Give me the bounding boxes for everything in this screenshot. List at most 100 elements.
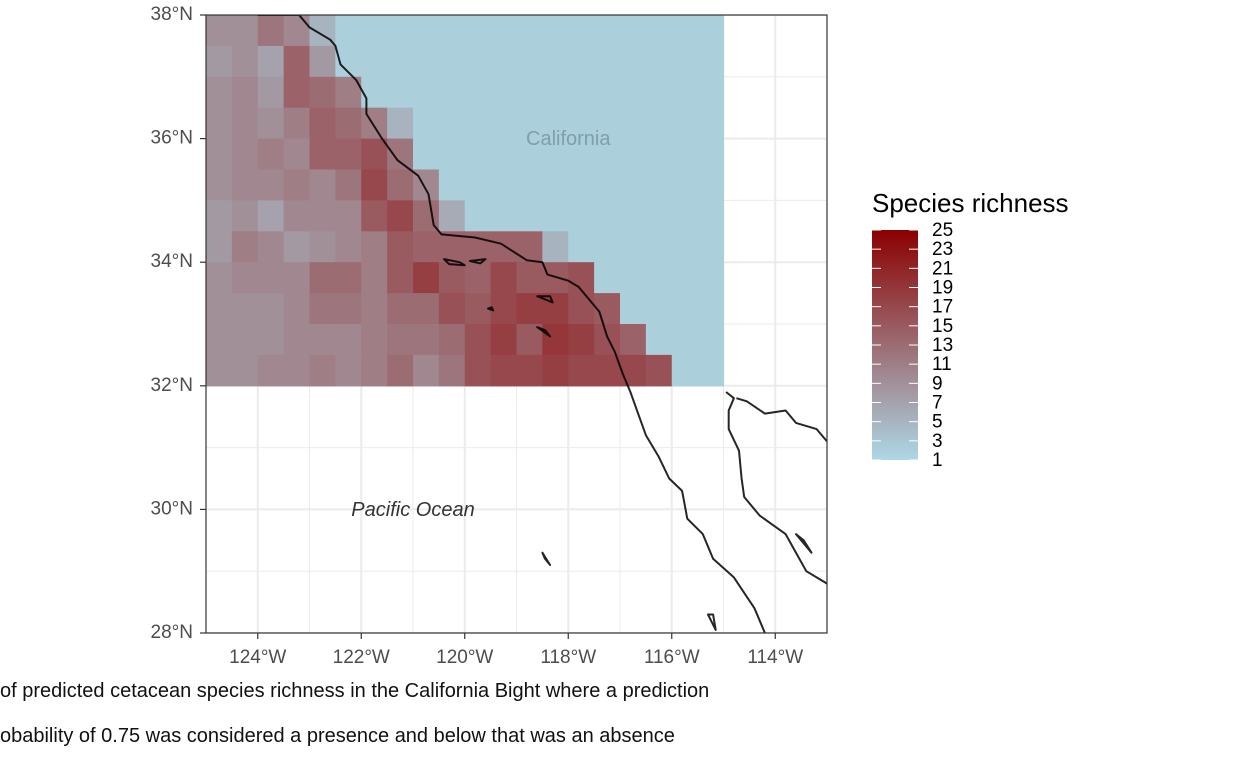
richness-cell — [594, 169, 621, 201]
richness-cell — [335, 231, 362, 263]
richness-cell — [516, 262, 543, 294]
richness-cell — [671, 45, 699, 78]
richness-cell — [257, 293, 285, 325]
richness-cell — [206, 169, 233, 201]
richness-cell — [568, 107, 595, 140]
richness-cell — [309, 200, 336, 232]
richness-cell — [542, 293, 569, 325]
richness-cell — [257, 324, 285, 356]
richness-cell — [542, 15, 569, 47]
richness-cell — [568, 262, 595, 294]
figure-caption-line-1: of predicted cetacean species richness i… — [0, 680, 710, 702]
richness-cell — [697, 293, 725, 325]
richness-cell — [542, 231, 569, 263]
richness-cell — [464, 15, 492, 47]
richness-cell — [620, 76, 647, 109]
richness-cell — [231, 262, 259, 294]
richness-cell — [645, 324, 673, 356]
richness-cell — [283, 354, 311, 387]
richness-cell — [542, 76, 569, 109]
richness-cell — [413, 231, 440, 263]
richness-cell — [671, 76, 699, 109]
richness-cell — [568, 293, 595, 325]
richness-cell — [309, 45, 336, 78]
richness-cell — [309, 354, 336, 387]
richness-cell — [516, 138, 543, 171]
richness-cell — [671, 354, 699, 387]
richness-cell — [464, 107, 492, 140]
richness-cell — [361, 354, 388, 387]
richness-cell — [231, 293, 259, 325]
richness-cell — [413, 354, 440, 387]
richness-cell — [361, 76, 388, 109]
richness-cell — [490, 169, 518, 201]
richness-cell — [283, 200, 311, 232]
richness-cell — [697, 45, 725, 78]
richness-cell — [490, 354, 518, 387]
map-annotations: California Pacific Ocean — [351, 128, 611, 521]
richness-cell — [594, 293, 621, 325]
richness-cell — [490, 262, 518, 294]
richness-cell — [490, 293, 518, 325]
richness-cell — [361, 324, 388, 356]
richness-cell — [438, 45, 466, 78]
richness-cell — [490, 107, 518, 140]
richness-cell — [309, 169, 336, 201]
richness-cell — [413, 107, 440, 140]
richness-cell — [671, 231, 699, 263]
richness-cell — [387, 76, 414, 109]
richness-cell — [697, 200, 725, 232]
richness-cell — [542, 354, 569, 387]
legend-label: 1 — [932, 450, 943, 471]
richness-cell — [413, 15, 440, 47]
coastline-layer — [257, 15, 827, 633]
richness-cell — [206, 45, 233, 78]
richness-cell — [490, 76, 518, 109]
richness-cell — [645, 76, 673, 109]
richness-cell — [438, 324, 466, 356]
richness-cell — [671, 262, 699, 294]
richness-cell — [594, 45, 621, 78]
legend-label: 25 — [932, 220, 953, 241]
richness-cell — [283, 45, 311, 78]
island-outline — [536, 295, 554, 304]
california-label: California — [526, 128, 611, 150]
richness-cell — [231, 138, 259, 171]
legend-label: 15 — [932, 316, 953, 337]
y-tick-label: 28°N — [151, 622, 193, 643]
richness-cell — [283, 293, 311, 325]
island-outline — [443, 258, 466, 267]
richness-cell — [671, 107, 699, 140]
richness-cell — [594, 107, 621, 140]
richness-cell — [568, 76, 595, 109]
y-tick-label: 38°N — [151, 4, 193, 25]
richness-cell — [594, 76, 621, 109]
richness-cell — [231, 15, 259, 47]
richness-cell — [671, 324, 699, 356]
richness-cell — [206, 231, 233, 263]
richness-cell — [335, 200, 362, 232]
richness-cell — [697, 76, 725, 109]
richness-cell — [206, 76, 233, 109]
richness-cell — [645, 45, 673, 78]
island-outline — [536, 326, 552, 338]
richness-cell — [594, 262, 621, 294]
richness-cell — [257, 138, 285, 171]
richness-cell — [620, 107, 647, 140]
richness-cell — [620, 262, 647, 294]
richness-cell — [387, 262, 414, 294]
richness-cell — [438, 262, 466, 294]
richness-cell — [283, 324, 311, 356]
richness-cell — [697, 169, 725, 201]
richness-cell — [697, 138, 725, 171]
richness-cell — [464, 293, 492, 325]
richness-cell — [594, 354, 621, 387]
richness-cell — [387, 107, 414, 140]
richness-cell — [542, 107, 569, 140]
richness-cell — [594, 138, 621, 171]
x-tick-label: 124°W — [229, 647, 286, 668]
richness-cell — [542, 324, 569, 356]
richness-cell — [490, 200, 518, 232]
richness-cell — [516, 231, 543, 263]
gulf-coastline-east — [736, 397, 827, 443]
